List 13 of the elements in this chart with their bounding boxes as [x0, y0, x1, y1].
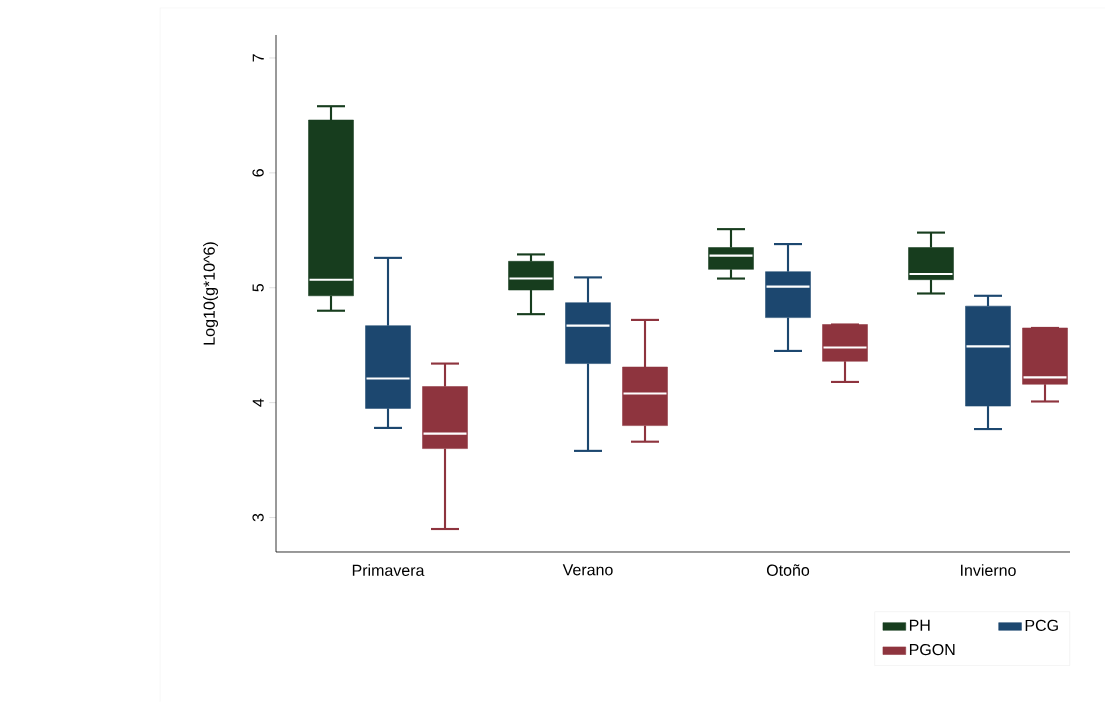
x-tick-label: Invierno	[961, 564, 1016, 576]
y-axis-title: Log10(g*10^6)	[203, 242, 219, 345]
legend-label: PGON	[909, 643, 955, 656]
y-tick-label: 4	[252, 398, 264, 407]
legend-label: PCG	[1025, 619, 1058, 632]
legend-label: PH	[909, 619, 930, 631]
x-tick-label: Verano	[562, 564, 613, 576]
x-tick-label: Primavera	[352, 564, 425, 576]
y-tick-label: 3	[252, 513, 264, 522]
y-tick-label: 5	[252, 283, 264, 292]
x-tick-label: Otoño	[766, 564, 810, 576]
y-tick-label: 6	[252, 169, 264, 177]
y-tick-label: 7	[252, 54, 264, 62]
